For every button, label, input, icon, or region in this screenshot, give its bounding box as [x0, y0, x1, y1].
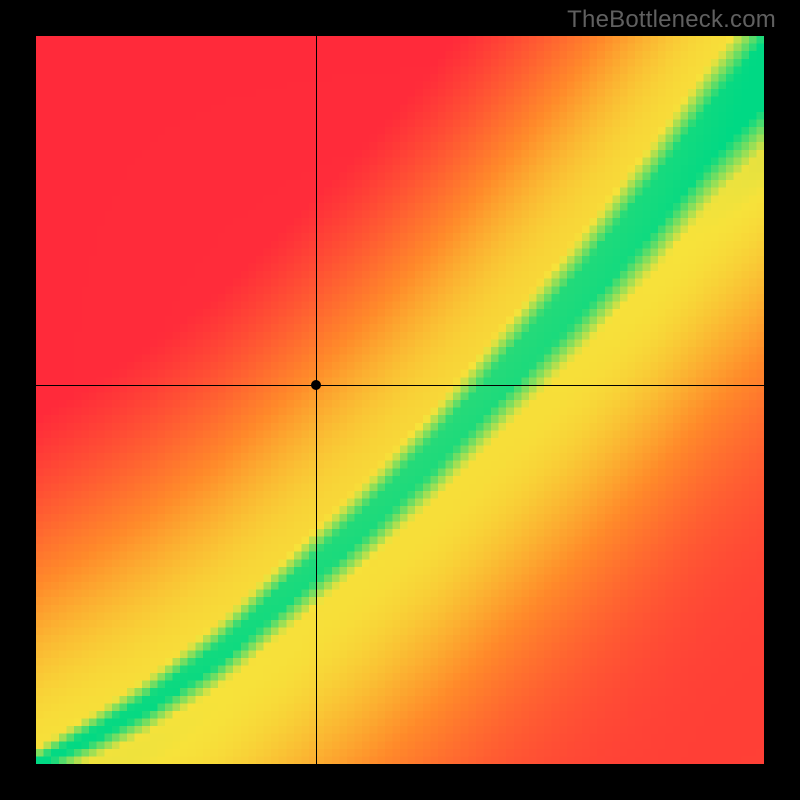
crosshair-dot — [311, 380, 321, 390]
watermark-text: TheBottleneck.com — [567, 6, 776, 34]
heatmap-canvas — [36, 36, 764, 764]
crosshair-horizontal — [36, 385, 764, 386]
crosshair-vertical — [316, 36, 317, 764]
plot-area — [36, 36, 764, 764]
chart-container: TheBottleneck.com — [0, 0, 800, 800]
